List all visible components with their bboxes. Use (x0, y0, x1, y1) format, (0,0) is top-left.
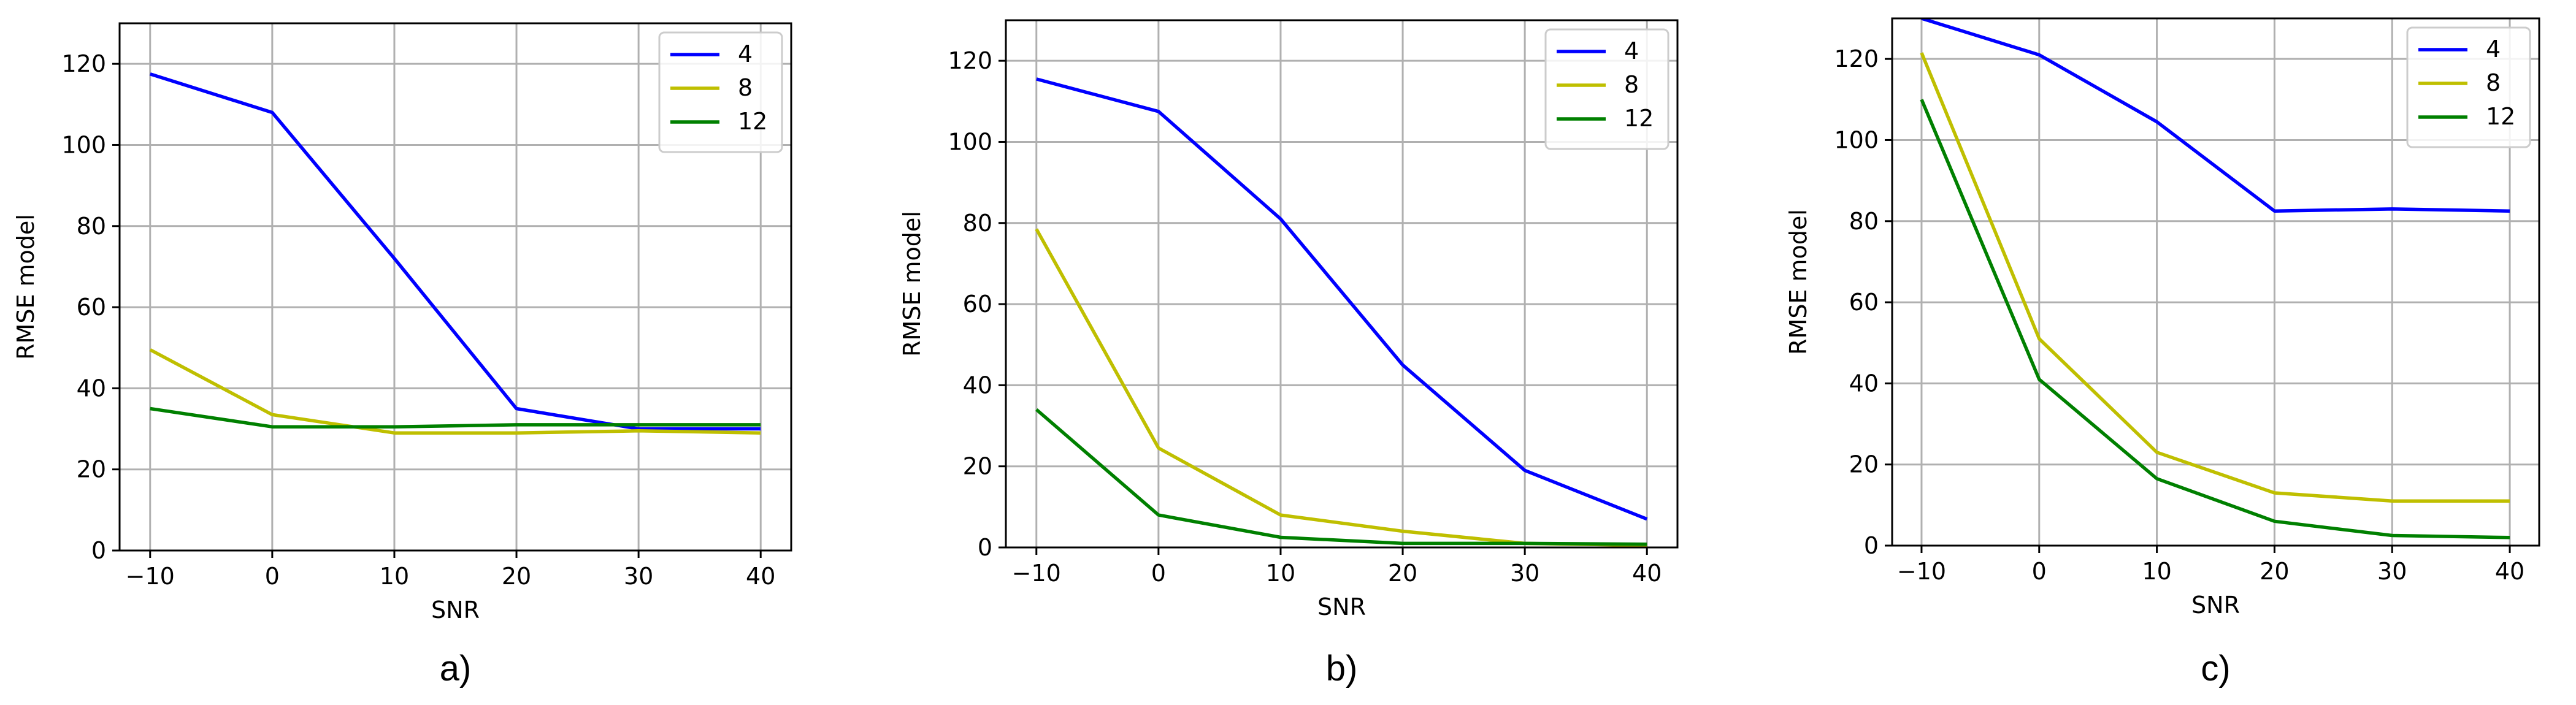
legend-label-4: 4 (2486, 36, 2501, 63)
y-axis-label: RMSE model (899, 211, 926, 357)
x-tick-label: 10 (2142, 558, 2171, 585)
y-tick-label: 80 (963, 210, 992, 237)
y-tick-label: 40 (77, 375, 106, 402)
x-tick-label: 0 (265, 563, 280, 590)
y-tick-label: 120 (1834, 45, 1879, 72)
legend: 4 8 12 (658, 31, 783, 153)
panel-caption: b) (1326, 649, 1358, 688)
x-tick-label: 30 (2377, 558, 2407, 585)
legend-label-8: 8 (2486, 69, 2501, 96)
x-tick-label: −10 (1897, 558, 1946, 585)
y-tick-label: 20 (963, 453, 992, 480)
legend-label-12: 12 (738, 108, 767, 135)
legend-label-12: 12 (1624, 105, 1654, 132)
series-line-4 (149, 72, 761, 431)
x-tick-label: 10 (380, 563, 409, 590)
x-tick-label: −10 (1012, 560, 1061, 587)
y-tick-label: 100 (948, 128, 992, 155)
y-tick-label: 120 (948, 47, 992, 74)
plot-frame (1891, 17, 2540, 547)
x-tick-label: 10 (1266, 560, 1295, 587)
x-tick-label: 30 (624, 563, 653, 590)
plot-frame (118, 22, 792, 552)
y-tick-label: 40 (963, 372, 992, 398)
x-tick-label: 20 (502, 563, 531, 590)
y-axis-label: RMSE model (12, 214, 39, 360)
y-tick-label: 20 (1849, 451, 1879, 478)
x-axis-label: SNR (1317, 593, 1366, 620)
x-tick-label: 40 (2495, 558, 2524, 585)
y-tick-label: 100 (61, 131, 106, 158)
y-tick-label: 100 (1834, 126, 1879, 153)
panel-caption: c) (2201, 649, 2230, 688)
plot-frame (1005, 19, 1679, 549)
y-tick-label: 60 (1849, 289, 1879, 316)
legend-label-8: 8 (738, 74, 753, 101)
y-tick-label: 120 (61, 50, 106, 77)
x-axis-label: SNR (431, 596, 480, 623)
x-tick-label: 40 (1632, 560, 1662, 587)
y-tick-label: 60 (963, 291, 992, 318)
series-line-8 (149, 348, 761, 435)
x-tick-label: −10 (126, 563, 175, 590)
x-tick-label: 0 (2032, 558, 2047, 585)
x-tick-label: 40 (746, 563, 775, 590)
y-tick-label: 40 (1849, 370, 1879, 397)
y-tick-label: 60 (77, 294, 106, 321)
panel-caption: a) (440, 649, 472, 688)
x-tick-label: 30 (1510, 560, 1539, 587)
x-tick-label: 20 (1388, 560, 1417, 587)
series-line-12 (1920, 99, 2510, 539)
y-tick-label: 0 (1864, 532, 1879, 559)
y-axis-label: RMSE model (1785, 209, 1812, 355)
legend-label-12: 12 (2486, 103, 2515, 130)
legend: 4 8 12 (2406, 26, 2531, 148)
series-line-4 (1036, 77, 1648, 521)
chart-panel-3: −10 0 10 20 30 40 0 20 40 60 80 100 120 SNR RMSE model… (1785, 17, 2540, 688)
series-line-12 (150, 406, 761, 429)
series-line-8 (1920, 52, 2510, 503)
y-tick-label: 80 (77, 213, 106, 240)
y-tick-label: 80 (1849, 208, 1879, 235)
x-axis-label: SNR (2191, 592, 2240, 619)
series-line-12 (1035, 408, 1647, 546)
legend: 4 8 12 (1544, 28, 1669, 150)
x-tick-label: 0 (1151, 560, 1166, 587)
legend-label-4: 4 (1624, 37, 1639, 64)
series-line-8 (1035, 228, 1647, 547)
legend-label-4: 4 (738, 40, 753, 67)
y-tick-label: 0 (91, 537, 106, 564)
y-tick-label: 0 (978, 534, 992, 561)
chart-panel-2: −10 0 10 20 30 40 0 20 40 60 80 100 120 SNR RMSE model… (899, 19, 1679, 688)
y-tick-label: 20 (77, 456, 106, 483)
series-line-4 (1921, 18, 2510, 213)
chart-panel-1: −10 0 10 20 30 40 0 20 40 60 80 100 120 SNR RMSE model… (12, 22, 792, 688)
legend-label-8: 8 (1624, 71, 1639, 98)
x-tick-label: 20 (2260, 558, 2289, 585)
